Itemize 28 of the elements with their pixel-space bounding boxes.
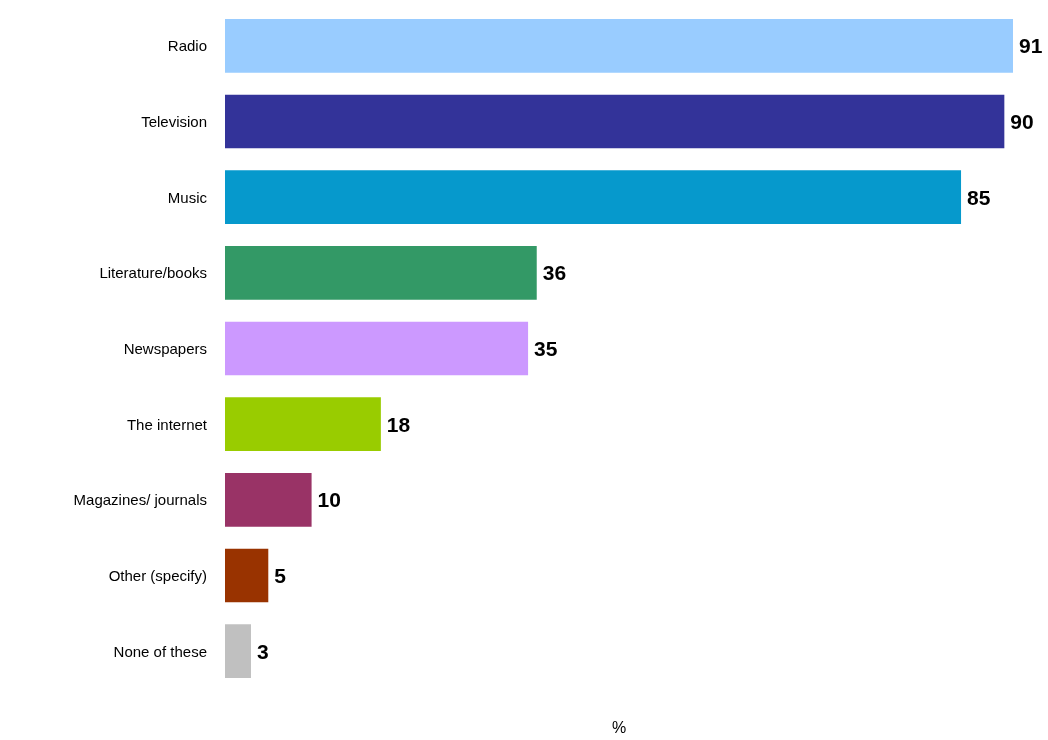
bar: [225, 397, 381, 452]
y-tick-label: Other (specify): [108, 567, 207, 584]
data-label: 5: [274, 564, 287, 587]
bar: [225, 170, 962, 225]
bar: [225, 245, 537, 300]
y-tick-label: Radio: [167, 37, 207, 55]
y-tick-label: Newspapers: [123, 340, 207, 357]
data-label: 3: [256, 639, 269, 663]
bar: [225, 94, 1005, 149]
data-label: 10: [317, 488, 341, 512]
bar: [225, 472, 312, 527]
data-label: 85: [967, 185, 991, 209]
bar: [225, 321, 529, 376]
bar: [225, 18, 1013, 73]
y-tick-label: Music: [167, 188, 208, 206]
bar: [225, 548, 269, 603]
data-label: 91: [1019, 34, 1043, 58]
data-label: 90: [1010, 110, 1034, 133]
x-axis-title: %: [611, 718, 627, 736]
y-tick-label: Magazines/ journals: [73, 491, 207, 509]
data-label: 36: [542, 261, 567, 285]
y-tick-label: Television: [141, 113, 207, 130]
data-label: 35: [534, 337, 558, 360]
data-label: 18: [386, 412, 411, 436]
y-tick-label: The internet: [126, 415, 208, 433]
y-tick-label: Literature/books: [99, 264, 207, 282]
y-tick-label: None of these: [113, 642, 207, 660]
bar: [225, 624, 251, 679]
